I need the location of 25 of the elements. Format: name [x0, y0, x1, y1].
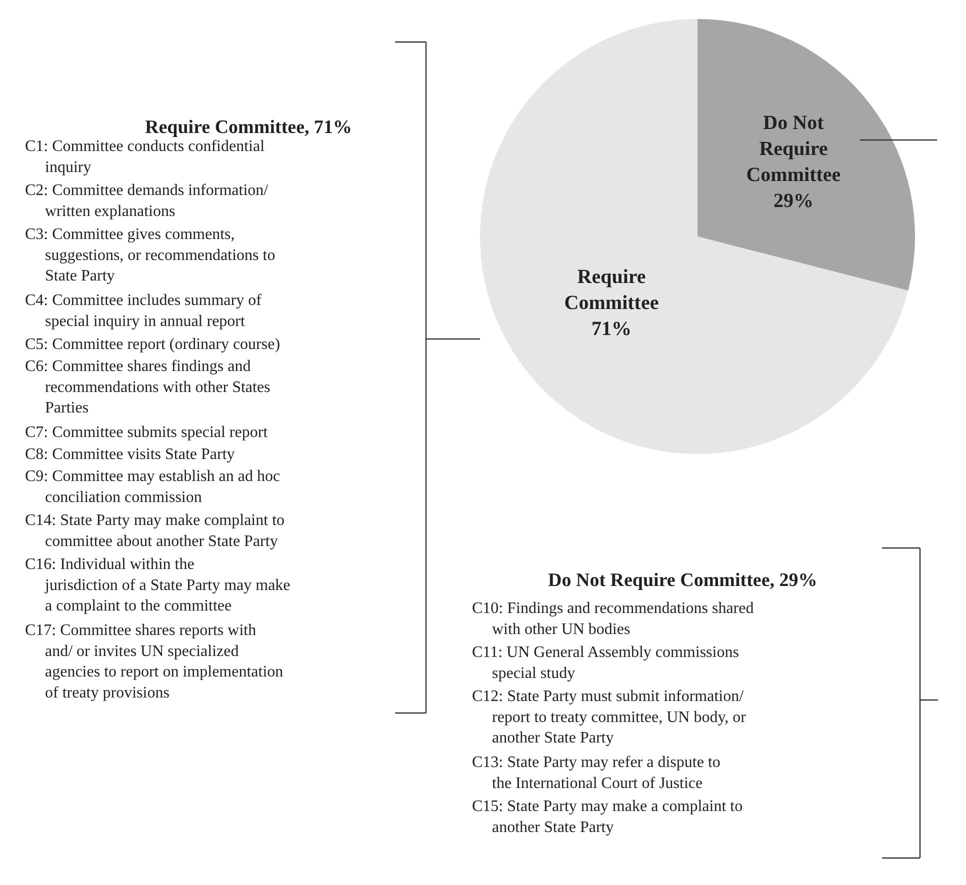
- text: C8: Committee visits State Party: [25, 446, 235, 463]
- text: C4: Committee includes summary of special inquiry in annual report: [25, 292, 262, 330]
- text: C11: UN General Assembly commissions special study: [472, 644, 739, 682]
- slice-label: Do Not Require Committee: [746, 112, 841, 186]
- text: C1: Committee conducts confidential inquiry: [25, 138, 266, 176]
- text: C5: Committee report (ordinary course): [25, 336, 280, 353]
- data-label: 29%: [773, 190, 814, 212]
- text: C15: State Party may make a complaint to another State Party: [472, 798, 743, 836]
- text: Do Not Require Committee, 29%: [548, 570, 818, 591]
- text: C3: Committee gives comments, suggestions, or recommendations to State Party: [25, 226, 276, 285]
- pie-slice: [480, 19, 908, 454]
- text: C13: State Party may refer a dispute to the International Court of Justice: [472, 754, 720, 792]
- text: C14: State Party may make complaint to committee about another State Party: [25, 512, 285, 550]
- slice-label: Require Committee: [564, 266, 659, 314]
- data-label: 71%: [592, 318, 632, 340]
- text: C6: Committee shares findings and recommendations with other States Parties: [25, 358, 270, 417]
- text: C12: State Party must submit information/ report to treaty committee, UN body, or another State Party: [472, 688, 747, 747]
- text: C7: Committee submits special report: [25, 424, 268, 441]
- text: C17: Committee shares reports with and/ or invites UN specialized agencies to report on implementation of treaty provisions: [25, 622, 284, 702]
- text: C2: Committee demands information/ written explanations: [25, 182, 269, 220]
- text: C9: Committee may establish an ad hoc conciliation commission: [25, 468, 280, 506]
- text: Require Committee, 71%: [145, 117, 352, 138]
- text: C10: Findings and recommendations shared with other UN bodies: [472, 600, 754, 638]
- text: C16: Individual within the jurisdiction of a State Party may make a complaint to the committee: [25, 556, 290, 615]
- pie-slice: [698, 19, 915, 291]
